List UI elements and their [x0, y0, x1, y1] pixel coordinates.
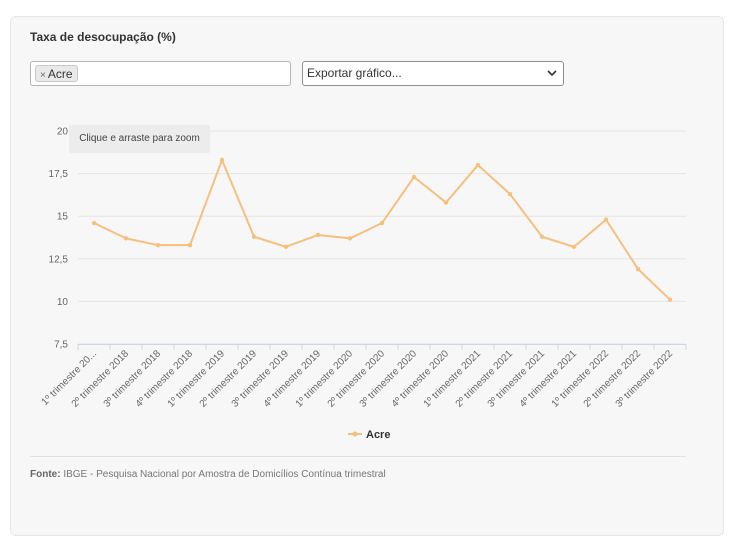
data-point: [443, 200, 449, 205]
divider: [30, 456, 686, 457]
legend-marker: [352, 431, 358, 437]
y-tick-label: 20: [57, 127, 69, 138]
data-point: [123, 236, 129, 241]
y-tick-label: 17,5: [49, 169, 69, 180]
zoom-hint-tooltip: Clique e arraste para zoom: [69, 125, 210, 153]
x-tick-label: 3º trimestre 2018: [102, 348, 164, 410]
x-tick-label: 4º trimestre 2021: [518, 348, 580, 410]
data-point: [155, 242, 161, 248]
x-tick-label: 4º trimestre 2018: [134, 348, 196, 410]
x-tick-label: 4º trimestre 2020: [390, 348, 452, 410]
y-tick-label: 7,5: [54, 340, 68, 351]
data-point: [251, 234, 257, 239]
x-tick-label: 2º trimestre 2020: [326, 348, 388, 410]
remove-tag-icon[interactable]: ×: [40, 70, 46, 81]
data-point: [539, 234, 545, 239]
source-prefix: Fonte:: [30, 469, 61, 480]
x-tick-label: 3º trimestre 2020: [358, 348, 420, 410]
x-tick-label: 3º trimestre 2022: [614, 348, 676, 410]
data-point: [219, 157, 225, 163]
data-point: [91, 220, 97, 226]
x-tick-label: 1º trimestre 20...: [40, 348, 99, 407]
data-point: [347, 236, 353, 241]
x-tick-label: 2º trimestre 2018: [70, 348, 132, 410]
x-tick-label: 4º trimestre 2019: [262, 348, 324, 410]
data-point: [283, 244, 289, 250]
x-tick-label: 1º trimestre 2020: [294, 348, 356, 410]
data-point: [475, 162, 481, 168]
x-tick-label: 2º trimestre 2022: [582, 348, 644, 410]
export-chart-select[interactable]: Exportar gráfico...: [302, 61, 564, 86]
legend-item-acre[interactable]: Acre: [366, 429, 390, 441]
region-tag: × Acre: [35, 65, 78, 82]
data-point: [603, 217, 609, 222]
x-tick-label: 1º trimestre 2019: [166, 348, 228, 410]
x-tick-label: 1º trimestre 2021: [422, 348, 484, 410]
data-point: [667, 297, 673, 302]
chart-title: Taxa de desocupação (%): [30, 30, 176, 44]
series-line-acre: [93, 158, 671, 301]
x-tick-label: 3º trimestre 2019: [230, 348, 292, 410]
x-tick-label: 3º trimestre 2021: [486, 348, 548, 410]
source-text: IBGE - Pesquisa Nacional por Amostra de …: [63, 469, 386, 480]
data-point: [635, 266, 641, 272]
data-point: [411, 174, 417, 180]
y-tick-label: 15: [57, 212, 69, 223]
source-note: Fonte: IBGE - Pesquisa Nacional por Amos…: [30, 469, 386, 480]
x-tick-label: 2º trimestre 2021: [454, 348, 516, 410]
x-tick-label: 2º trimestre 2019: [198, 348, 260, 410]
export-chart-label: Exportar gráfico...: [307, 66, 402, 80]
region-tag-label: Acre: [47, 67, 73, 81]
data-point: [315, 232, 321, 238]
data-point: [507, 191, 513, 197]
chevron-down-icon: [547, 70, 557, 77]
x-tick-label: 1º trimestre 2022: [550, 348, 612, 410]
y-tick-label: 10: [57, 297, 69, 308]
chart-card: [10, 16, 724, 536]
data-point: [379, 220, 385, 226]
region-filter-input[interactable]: × Acre: [30, 61, 291, 86]
y-tick-label: 12,5: [49, 254, 69, 265]
data-point: [187, 242, 193, 248]
data-point: [571, 244, 577, 250]
